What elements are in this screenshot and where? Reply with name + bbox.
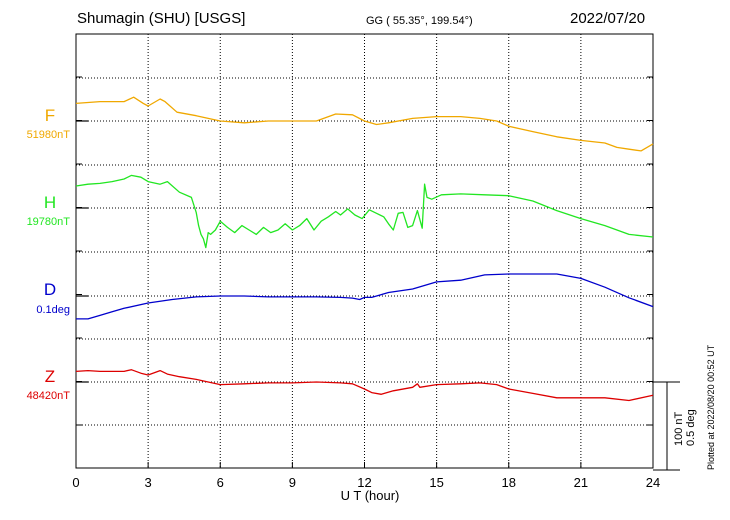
x-axis-label: U T (hour): [340, 488, 400, 503]
baseline-Z: 48420nT: [26, 390, 70, 402]
label-H: H: [43, 193, 57, 212]
scale-bar-nt: 100 nT: [673, 411, 685, 446]
series-lines: [75, 96, 654, 402]
label-F: F: [44, 106, 56, 125]
baseline-F: 51980nT: [26, 129, 70, 141]
scale-bar: [653, 381, 680, 471]
x-tick-label: 12: [357, 475, 371, 490]
baseline-ticks: [76, 76, 653, 426]
baseline-H: 19780nT: [26, 216, 70, 228]
baseline-D: 0.1deg: [36, 304, 70, 316]
x-tick-label: 3: [145, 475, 152, 490]
scale-bar-deg: 0.5 deg: [685, 409, 697, 446]
date-label: 2022/07/20: [570, 10, 646, 27]
x-tick-label: 21: [574, 475, 588, 490]
x-axis-ticks: 0 3 6 9 12 15 18 21 24: [72, 462, 660, 490]
grid-lines: [76, 34, 653, 468]
scale-bar-label: 100 nT 0.5 deg: [673, 409, 697, 446]
station-title: Shumagin (SHU) [USGS]: [77, 10, 246, 27]
coordinates-label: GG ( 55.35°, 199.54°): [366, 15, 473, 27]
x-tick-label: 15: [429, 475, 443, 490]
series-line-Z: [75, 369, 654, 402]
series-line-D: [76, 273, 654, 320]
x-tick-label: 24: [646, 475, 660, 490]
label-Z: Z: [44, 367, 56, 386]
series-line-H: [75, 174, 654, 249]
x-tick-label: 0: [72, 475, 79, 490]
plotted-at-note: Plotted at 2022/08/20 00:52 UT: [706, 344, 716, 470]
x-tick-label: 18: [502, 475, 516, 490]
label-D: D: [43, 280, 57, 299]
x-tick-label: 6: [217, 475, 224, 490]
series-line-F: [75, 96, 654, 152]
x-tick-label: 9: [289, 475, 296, 490]
